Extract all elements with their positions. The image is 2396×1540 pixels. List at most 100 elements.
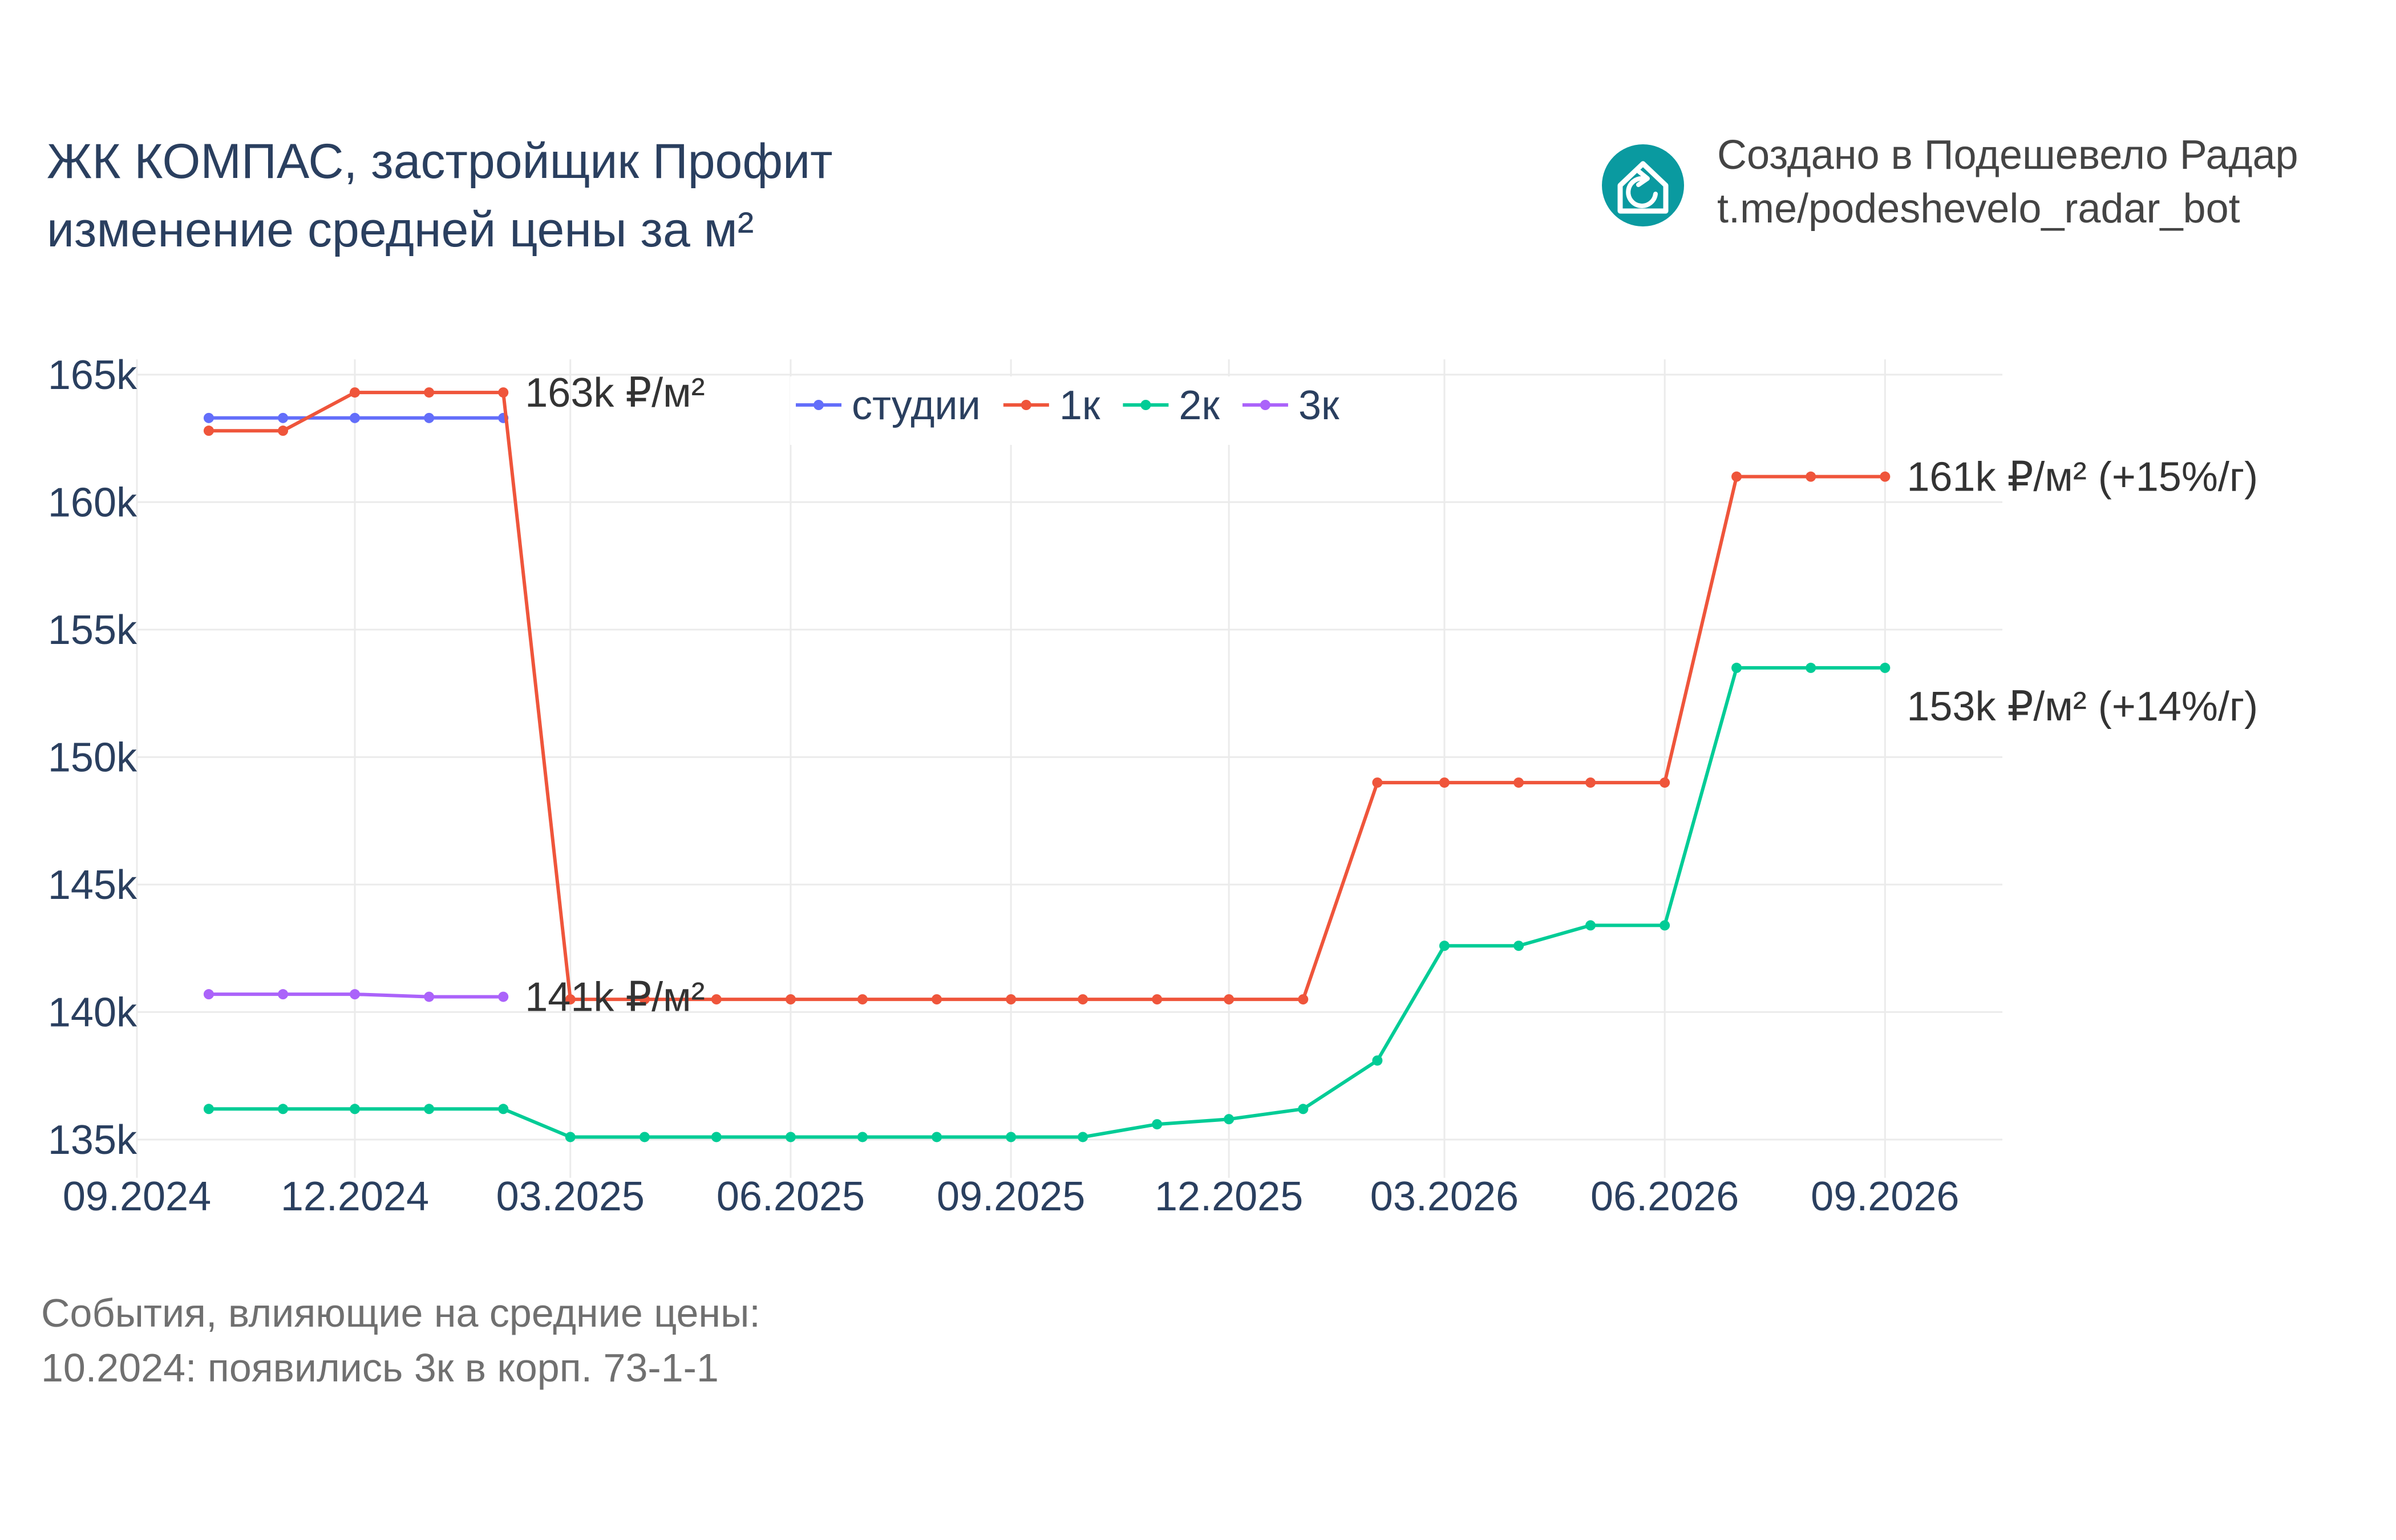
data-point[interactable] <box>1660 920 1670 931</box>
chart-title-line1: ЖК КОМПАС, застройщик Профит <box>47 134 833 189</box>
legend-marker <box>1021 400 1031 410</box>
data-point[interactable] <box>1298 994 1309 1005</box>
data-point[interactable] <box>1731 471 1742 482</box>
annotation-label: 161k ₽/м² (+15%/г) <box>1907 455 2258 500</box>
x-tick-label: 09.2026 <box>1811 1174 1959 1219</box>
x-tick-label: 03.2025 <box>496 1174 645 1219</box>
data-point[interactable] <box>278 425 289 436</box>
data-point[interactable] <box>424 387 435 398</box>
data-point[interactable] <box>1152 994 1163 1005</box>
data-point[interactable] <box>349 989 360 1000</box>
data-point[interactable] <box>1224 1114 1235 1125</box>
data-point[interactable] <box>932 994 942 1005</box>
data-point[interactable] <box>1372 777 1383 788</box>
event-item: 10.2024: появились 3к в корп. 73-1-1 <box>41 1346 719 1390</box>
data-point[interactable] <box>349 412 360 423</box>
legend-label: 1к <box>1059 383 1100 428</box>
x-axis-tick-labels: 09.2024 12.2024 03.2025 06.2025 09.2025 12.20… <box>63 1174 1960 1219</box>
data-point[interactable] <box>785 994 796 1005</box>
x-tick-label: 09.2024 <box>63 1174 211 1219</box>
x-tick-label: 06.2026 <box>1590 1174 1739 1219</box>
data-point[interactable] <box>565 994 576 1005</box>
data-point[interactable] <box>785 1132 796 1142</box>
annotation-label: 163k ₽/м² <box>525 370 705 416</box>
data-point[interactable] <box>203 425 214 436</box>
data-point[interactable] <box>1372 1055 1383 1066</box>
data-point[interactable] <box>498 991 509 1002</box>
data-point[interactable] <box>1152 1119 1163 1130</box>
data-point[interactable] <box>857 1132 868 1142</box>
legend-item[interactable]: 3к <box>1242 383 1339 428</box>
data-point[interactable] <box>1660 777 1670 788</box>
legend-marker <box>813 400 824 410</box>
data-point[interactable] <box>565 1132 576 1142</box>
data-point[interactable] <box>932 1132 942 1142</box>
data-point[interactable] <box>349 1104 360 1115</box>
series-4 <box>203 989 509 1002</box>
events-heading: События, влияющие на средние цены: <box>41 1291 760 1335</box>
y-axis-tick-labels: 135k 140k 145k 150k 155k 160k 165k <box>48 352 137 1163</box>
legend-item[interactable]: студии <box>796 383 981 428</box>
data-point[interactable] <box>498 1104 509 1115</box>
data-point[interactable] <box>1880 471 1891 482</box>
data-point[interactable] <box>711 994 722 1005</box>
credit-link[interactable]: t.me/podeshevelo_radar_bot <box>1717 186 2240 232</box>
x-tick-label: 12.2024 <box>281 1174 429 1219</box>
data-point[interactable] <box>1078 994 1088 1005</box>
data-point[interactable] <box>1585 777 1596 788</box>
x-tick-label: 12.2025 <box>1155 1174 1303 1219</box>
data-point[interactable] <box>1513 941 1524 951</box>
data-point[interactable] <box>424 991 435 1002</box>
legend-item[interactable]: 1к <box>1003 383 1100 428</box>
y-tick-label: 140k <box>48 990 137 1035</box>
legend-label: 3к <box>1298 383 1339 428</box>
data-point[interactable] <box>424 412 435 423</box>
data-point[interactable] <box>203 1104 214 1115</box>
legend-item[interactable]: 2к <box>1123 383 1220 428</box>
series-3 <box>203 662 1891 1142</box>
data-point[interactable] <box>278 1104 289 1115</box>
legend-marker <box>1260 400 1270 410</box>
legend-label: 2к <box>1179 383 1220 428</box>
annotations: 163k ₽/м² 141k ₽/м² 161k ₽/м² (+15%/г) 153k… <box>525 370 2258 1020</box>
y-gridlines <box>137 374 2002 1141</box>
data-point[interactable] <box>1731 662 1742 673</box>
data-point[interactable] <box>857 994 868 1005</box>
data-point[interactable] <box>1439 941 1450 951</box>
y-tick-label: 165k <box>48 352 137 398</box>
series-layer <box>203 387 1891 1142</box>
data-point[interactable] <box>1006 994 1017 1005</box>
data-point[interactable] <box>1439 777 1450 788</box>
x-tick-label: 03.2026 <box>1370 1174 1519 1219</box>
y-tick-label: 145k <box>48 862 137 908</box>
legend-marker <box>1140 400 1151 410</box>
series-1 <box>203 412 509 423</box>
house-refresh-icon <box>1602 144 1684 226</box>
data-point[interactable] <box>639 1132 650 1142</box>
data-point[interactable] <box>1806 662 1816 673</box>
data-point[interactable] <box>349 387 360 398</box>
annotation-label: 141k ₽/м² <box>525 975 705 1020</box>
data-point[interactable] <box>639 994 650 1005</box>
data-point[interactable] <box>1513 777 1524 788</box>
data-point[interactable] <box>1298 1104 1309 1115</box>
data-point[interactable] <box>1806 471 1816 482</box>
x-tick-label: 09.2025 <box>937 1174 1085 1219</box>
data-point[interactable] <box>711 1132 722 1142</box>
data-point[interactable] <box>498 387 509 398</box>
data-point[interactable] <box>424 1104 435 1115</box>
data-point[interactable] <box>278 412 289 423</box>
data-point[interactable] <box>1078 1132 1088 1142</box>
legend: студии 1к 2к 3к <box>790 376 1355 445</box>
data-point[interactable] <box>1224 994 1235 1005</box>
y-tick-label: 155k <box>48 607 137 653</box>
data-point[interactable] <box>203 412 214 423</box>
data-point[interactable] <box>203 989 214 1000</box>
data-point[interactable] <box>1006 1132 1017 1142</box>
data-point[interactable] <box>1880 662 1891 673</box>
series-2 <box>203 387 1891 1005</box>
data-point[interactable] <box>278 989 289 1000</box>
y-tick-label: 135k <box>48 1117 137 1163</box>
data-point[interactable] <box>1585 920 1596 931</box>
